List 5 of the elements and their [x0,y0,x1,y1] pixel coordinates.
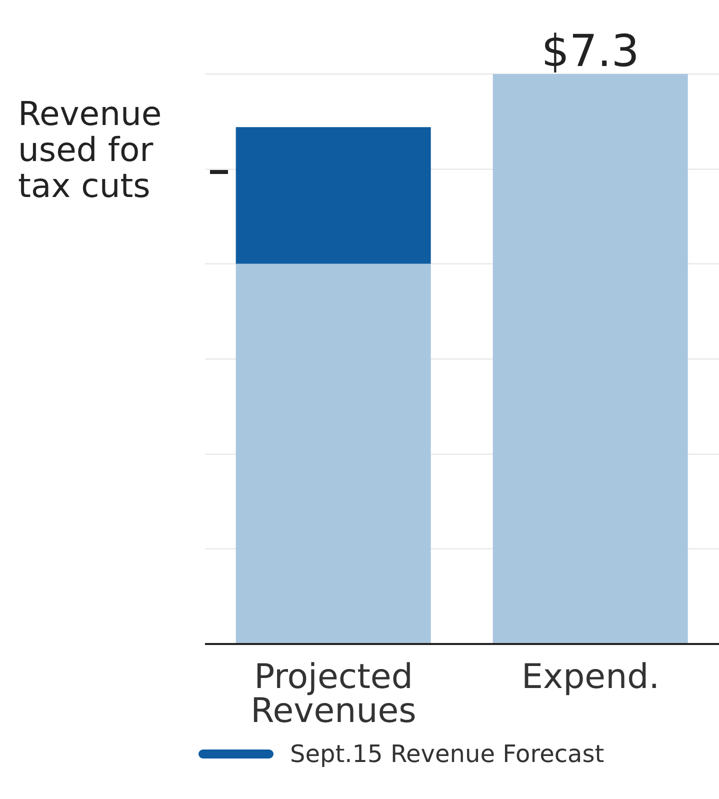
x-tick-label: Projected Revenues [250,657,416,731]
data-label: $7.3 [541,26,640,77]
x-tick-label: Expend. [521,657,660,697]
text: Revenue used for tax cuts [18,94,163,205]
legend-label: Sept.15 Revenue Forecast [290,740,604,768]
